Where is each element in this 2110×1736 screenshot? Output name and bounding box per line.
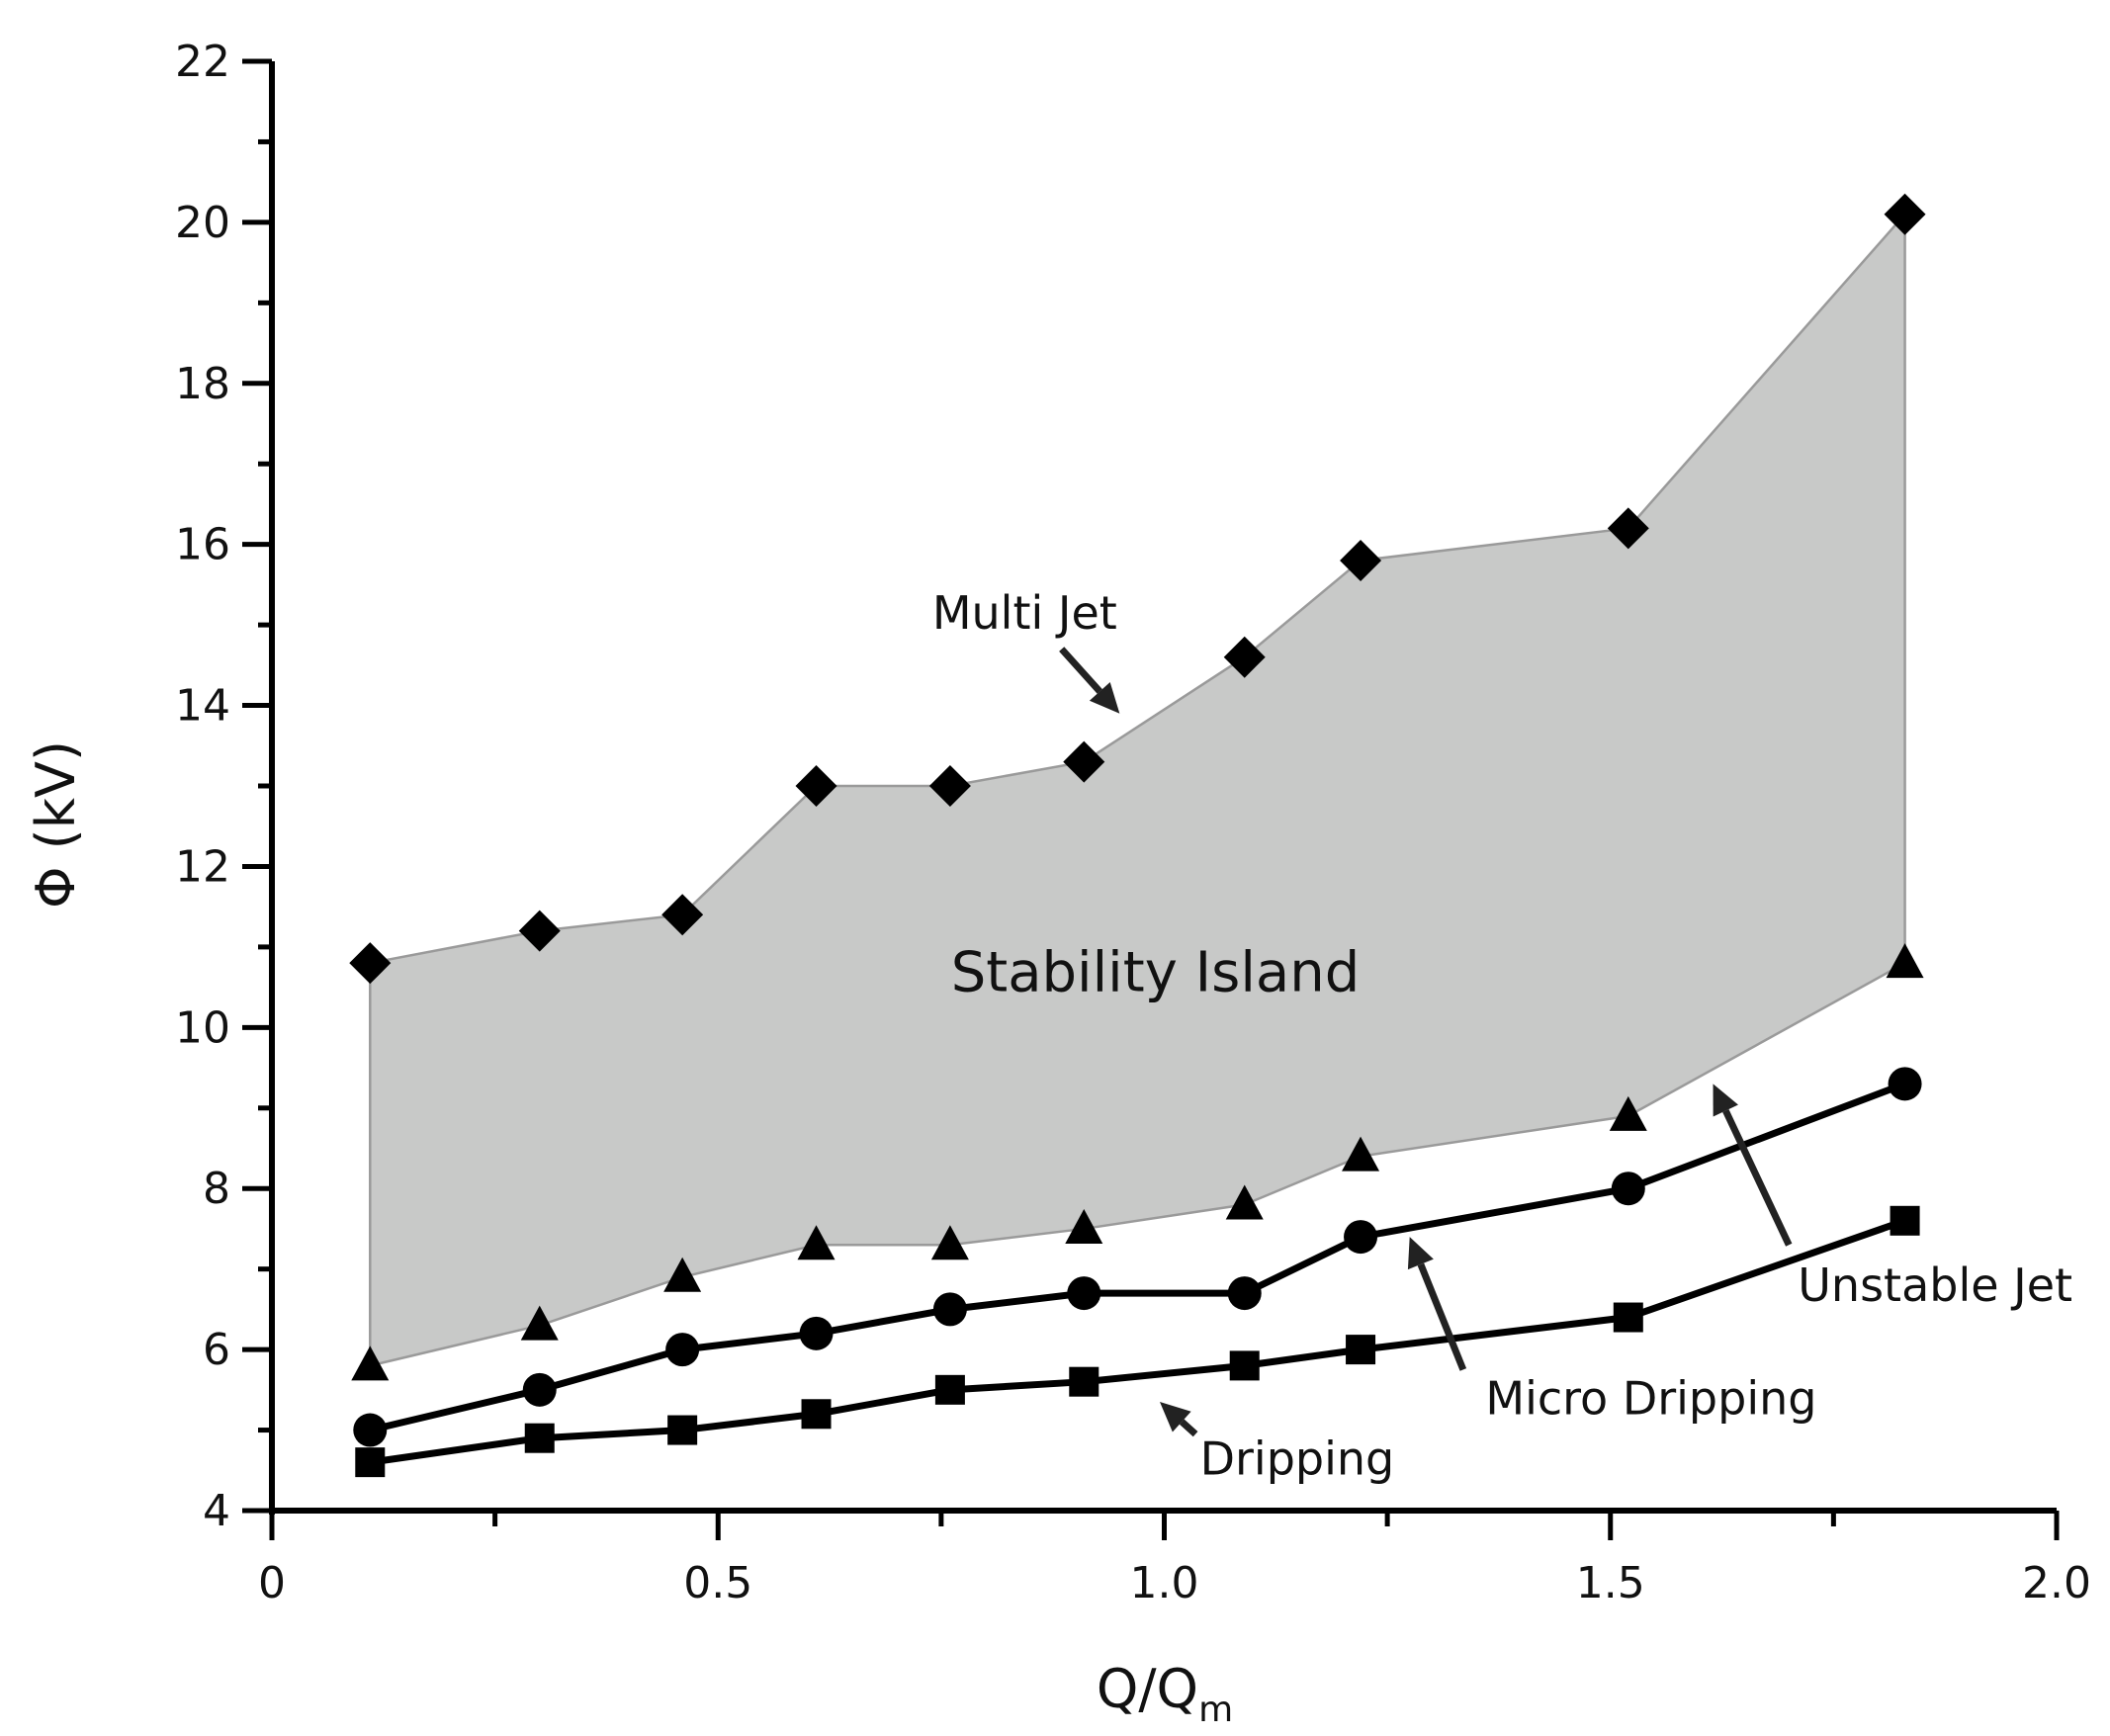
y-tick-label: 20 (175, 198, 230, 248)
dripping-label: Dripping (1200, 1432, 1395, 1485)
dripping-point-7 (1229, 1350, 1260, 1381)
multi-jet-point-2 (518, 910, 561, 952)
micro-dripping-label: Micro Dripping (1485, 1371, 1816, 1425)
stability-region-layer (369, 211, 1906, 1367)
unstable-jet-point-10 (1886, 943, 1924, 979)
dripping-point-5 (934, 1374, 965, 1405)
micro-dripping-point-5 (932, 1292, 967, 1327)
dripping-arrow-shaft (1179, 1419, 1198, 1437)
unstable-jet-point-5 (930, 1225, 969, 1260)
micro-dripping-point-3 (665, 1333, 700, 1367)
x-axis-title-subscript: m (1198, 1690, 1233, 1730)
unstable-jet-point-2 (520, 1305, 559, 1341)
multi-jet-arrow-shaft (1059, 647, 1102, 694)
x-tick-label: 1.0 (1130, 1558, 1199, 1608)
multi-jet-point-9 (1607, 507, 1649, 550)
unstable-jet-point-1 (351, 1345, 390, 1381)
unstable-jet-point-7 (1225, 1184, 1264, 1220)
unstable-jet-arrow-shaft (1722, 1108, 1793, 1247)
multi-jet-point-1 (349, 942, 392, 985)
micro-dripping-point-2 (522, 1372, 557, 1407)
y-axis-title: Φ (kV) (25, 740, 87, 909)
multi-jet-point-7 (1223, 636, 1266, 678)
y-tick-label: 14 (175, 681, 230, 732)
micro-dripping-point-1 (353, 1413, 388, 1447)
micro-dripping-point-10 (1888, 1067, 1922, 1101)
y-tick-label: 16 (175, 520, 230, 570)
dripping-point-4 (801, 1399, 832, 1430)
micro-dripping-point-9 (1611, 1172, 1645, 1206)
unstable-jet-point-3 (663, 1257, 702, 1292)
y-tick-label: 22 (175, 37, 230, 87)
y-tick-label: 12 (175, 841, 230, 892)
x-tick-label: 0.5 (683, 1558, 752, 1608)
x-tick-label: 2.0 (2022, 1558, 2091, 1608)
multi-jet-point-5 (928, 765, 971, 807)
stability-island-region (369, 211, 1906, 1367)
dripping-arrow-head (1159, 1402, 1191, 1432)
y-tick-label: 4 (203, 1486, 230, 1536)
micro-dripping-point-4 (799, 1316, 834, 1350)
axes-layer: 4 6 8 10 12 14 16 18 20 22 0 0.5 1.0 1.5 2.0 (175, 37, 2091, 1608)
x-axis-title: Q/Qm (1097, 1658, 1233, 1730)
y-tick-label: 18 (175, 359, 230, 409)
dripping-point-9 (1613, 1302, 1643, 1333)
dripping-line (369, 1217, 1906, 1466)
unstable-jet-point-6 (1065, 1208, 1103, 1244)
multi-jet-point-10 (1884, 193, 1926, 235)
dripping-point-10 (1890, 1205, 1920, 1236)
y-tick-label: 6 (203, 1325, 230, 1375)
dripping-point-3 (667, 1415, 698, 1445)
multi-jet-point-6 (1063, 740, 1105, 783)
dripping-point-2 (524, 1423, 555, 1453)
multi-jet-point-8 (1340, 539, 1382, 581)
y-tick-label: 10 (175, 1002, 230, 1053)
unstable-jet-point-4 (797, 1225, 835, 1260)
micro-dripping-arrow-head (1407, 1237, 1434, 1270)
series-layer (349, 193, 1926, 1478)
x-tick-label: 1.5 (1576, 1558, 1645, 1608)
unstable-jet-label: Unstable Jet (1798, 1259, 2072, 1312)
unstable-jet-point-8 (1342, 1136, 1380, 1172)
x-tick-label: 0 (258, 1558, 286, 1608)
multi-jet-point-3 (661, 894, 704, 936)
multi-jet-point-4 (795, 765, 837, 807)
y-tick-label: 8 (203, 1164, 230, 1214)
dripping-point-6 (1069, 1366, 1099, 1397)
unstable-jet-point-9 (1609, 1095, 1647, 1131)
multi-jet-arrow-head (1089, 682, 1120, 714)
dripping-point-1 (355, 1447, 386, 1478)
micro-dripping-line (369, 1081, 1906, 1433)
micro-dripping-point-8 (1344, 1220, 1378, 1255)
micro-dripping-arrow-shaft (1417, 1262, 1467, 1371)
x-axis-title-main: Q/Q (1097, 1658, 1198, 1720)
micro-dripping-point-7 (1227, 1276, 1262, 1311)
micro-dripping-point-6 (1067, 1276, 1101, 1311)
stability-island-label: Stability Island (951, 941, 1361, 1005)
dripping-point-8 (1346, 1335, 1376, 1365)
multi-jet-label: Multi Jet (932, 586, 1117, 640)
unstable-jet-arrow-head (1713, 1084, 1738, 1117)
annotation-layer: Multi Jet Stability Island Unstable Jet Mic… (932, 586, 2072, 1485)
